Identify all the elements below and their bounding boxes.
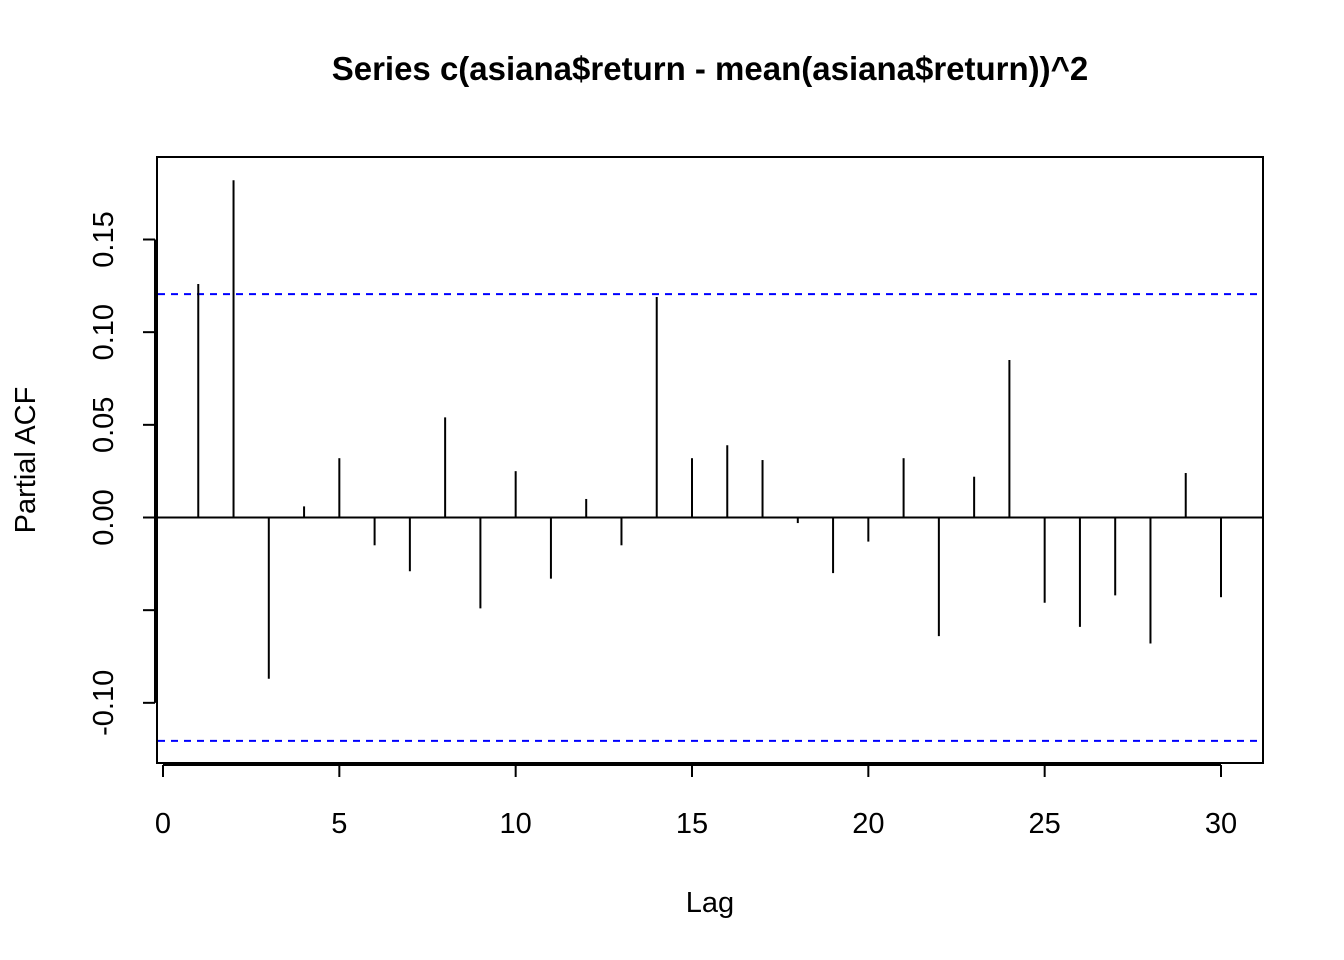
x-tick-label: 0	[155, 808, 171, 840]
x-tick-label: 5	[331, 808, 347, 840]
x-tick-label: 10	[500, 808, 532, 840]
x-axis-label: Lag	[686, 887, 734, 919]
plot-frame	[156, 156, 1264, 764]
confidence-bounds	[158, 293, 1262, 742]
y-axis-label: Partial ACF	[10, 387, 42, 534]
y-tick-label: 0.00	[88, 489, 120, 545]
y-tick-label: -0.10	[88, 670, 120, 736]
x-axis: 0 5 10 15 20 25 30	[155, 764, 1237, 840]
x-tick-label: 30	[1205, 808, 1237, 840]
x-tick-label: 20	[852, 808, 884, 840]
y-tick-label: 0.15	[88, 211, 120, 267]
chart-title: Series c(asiana$return - mean(asiana$ret…	[332, 50, 1089, 87]
y-tick-label: 0.05	[88, 397, 120, 453]
x-tick-label: 25	[1029, 808, 1061, 840]
pacf-bars	[197, 180, 1222, 679]
y-axis: -0.10 0.00 0.05 0.10 0.15	[88, 211, 156, 736]
x-tick-label: 15	[676, 808, 708, 840]
y-tick-label: 0.10	[88, 304, 120, 360]
